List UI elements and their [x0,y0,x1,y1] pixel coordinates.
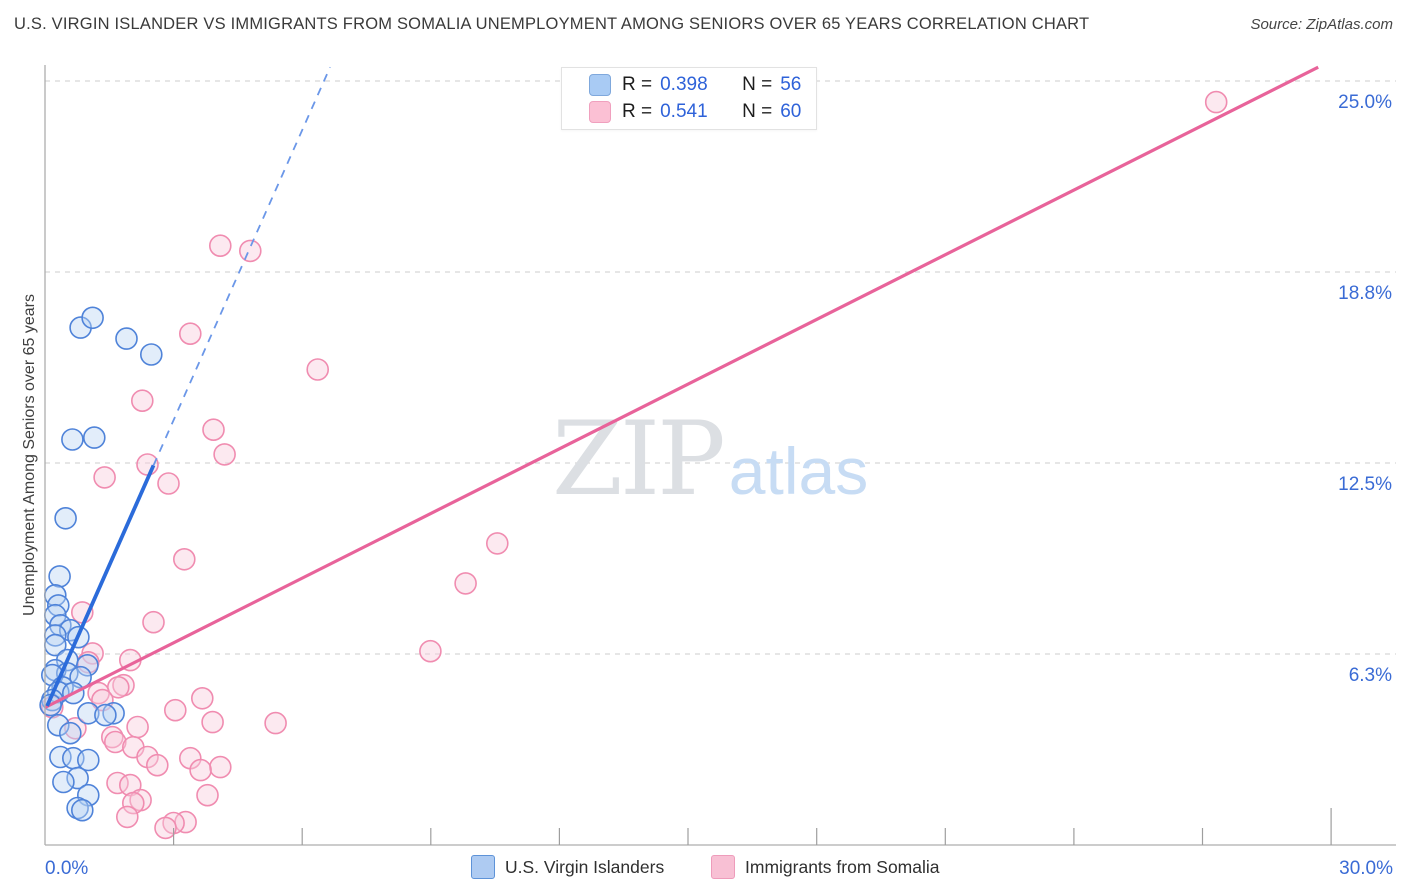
point-somalia[interactable] [87,681,110,705]
point-somalia[interactable] [213,443,236,466]
somalia-swatch [589,101,611,124]
x-axis-max-label: 30.0% [1339,858,1393,879]
point-virgin_islanders[interactable] [115,327,138,350]
y-tick-label: 25.0% [1338,92,1392,113]
point-virgin_islanders[interactable] [81,306,104,330]
point-virgin_islanders[interactable] [59,721,82,745]
point-somalia[interactable] [179,322,202,346]
point-somalia[interactable] [173,547,196,571]
somalia-legend-swatch [711,855,735,879]
axes [44,65,1396,846]
point-virgin_islanders[interactable] [54,506,77,530]
r-value: 0.541 [660,101,708,123]
virgin-islanders-legend-swatch [471,855,495,879]
source-credit: Source: ZipAtlas.com [1250,16,1393,33]
page-title: U.S. VIRGIN ISLANDER VS IMMIGRANTS FROM … [14,15,1090,33]
point-somalia[interactable] [485,532,509,555]
point-somalia[interactable] [164,698,187,722]
point-somalia[interactable] [116,805,139,829]
point-somalia[interactable] [201,710,224,734]
y-tick-label: 18.8% [1338,283,1392,304]
point-virgin_islanders[interactable] [83,426,106,449]
y-tick-label: 12.5% [1338,474,1392,495]
n-label: N = [742,73,773,95]
point-virgin_islanders[interactable] [52,770,75,794]
point-virgin_islanders[interactable] [66,766,89,790]
n-value: 60 [780,101,802,123]
point-virgin_islanders[interactable] [102,701,125,725]
somalia-legend-label: Immigrants from Somalia [745,856,940,877]
point-somalia[interactable] [209,755,232,779]
n-label: N = [742,101,773,123]
bottom-legend-somalia: Immigrants from Somalia [711,855,940,879]
point-somalia[interactable] [264,711,287,735]
point-somalia[interactable] [93,466,116,489]
y-tick-label: 6.3% [1349,665,1392,686]
point-virgin_islanders[interactable] [76,653,99,677]
point-somalia[interactable] [202,418,225,442]
trendline-somalia-solid [44,65,1319,709]
point-somalia[interactable] [104,730,127,754]
point-somalia[interactable] [1204,90,1228,114]
scatter-points [39,90,1228,840]
point-virgin_islanders[interactable] [46,713,70,737]
trend-lines [44,65,1319,709]
r-label: R = [622,101,653,123]
trendline-virgin_islanders-solid [45,464,156,707]
legend-row-somalia: R = 0.541 N = 60 [589,101,816,124]
point-somalia[interactable] [142,610,165,634]
y-tick-labels: 25.0% 18.8% 12.5% 6.3% [1338,92,1392,686]
point-virgin_islanders[interactable] [77,701,100,725]
point-somalia[interactable] [126,715,149,739]
trendline-virgin_islanders-dashed [152,66,331,466]
point-somalia[interactable] [191,686,214,710]
point-somalia[interactable] [196,783,219,807]
point-somalia[interactable] [189,758,212,782]
point-somalia[interactable] [209,234,232,257]
n-value: 56 [780,73,802,95]
point-somalia[interactable] [157,472,180,495]
point-somalia[interactable] [239,239,262,263]
point-somalia[interactable] [154,816,177,840]
point-virgin_islanders[interactable] [94,703,117,727]
bottom-legend-virgin-islanders: U.S. Virgin Islanders [471,855,664,879]
point-virgin_islanders[interactable] [77,748,100,772]
point-somalia[interactable] [454,572,477,595]
x-axis-min-label: 0.0% [45,858,89,879]
virgin-islanders-legend-label: U.S. Virgin Islanders [505,856,665,877]
correlation-legend: R = 0.398 N = 56 R = 0.541 N = 60 [561,67,817,130]
point-somalia[interactable] [146,753,169,777]
point-somalia[interactable] [419,639,442,663]
point-virgin_islanders[interactable] [140,343,163,366]
r-value: 0.398 [660,73,708,95]
virgin-islanders-swatch [589,73,611,96]
zipatlas-watermark: ZIPatlas [552,400,868,519]
point-somalia[interactable] [131,389,154,413]
point-somalia[interactable] [306,358,330,381]
r-label: R = [622,73,653,95]
point-virgin_islanders[interactable] [48,565,71,588]
point-virgin_islanders[interactable] [61,428,84,451]
point-virgin_islanders[interactable] [71,798,94,822]
point-somalia[interactable] [122,791,145,815]
legend-row-virgin-islanders: R = 0.398 N = 56 [589,73,816,96]
